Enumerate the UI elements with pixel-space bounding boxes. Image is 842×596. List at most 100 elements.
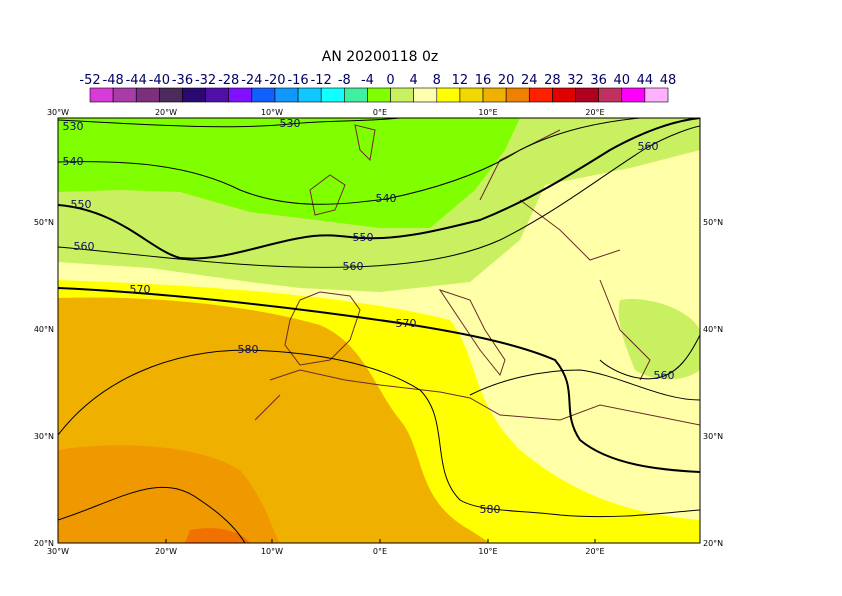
field-red-orange bbox=[185, 528, 250, 543]
colorbar: -52 -48 -44 -40 -36 -32 -28 -24 -20 -16 -12 -8 -4 0 4 8… bbox=[79, 73, 677, 103]
contour-label: 550 bbox=[71, 198, 92, 211]
lat-label-right: 50°N bbox=[703, 218, 723, 227]
colorbar-label: 4 bbox=[410, 73, 418, 88]
colorbar-swatch bbox=[621, 87, 646, 103]
colorbar-label: -24 bbox=[241, 73, 262, 88]
colorbar-swatch bbox=[112, 87, 137, 103]
colorbar-label: 20 bbox=[498, 73, 515, 88]
contour-530 bbox=[58, 118, 401, 128]
contour-label: 560 bbox=[74, 240, 95, 253]
colorbar-label: 28 bbox=[544, 73, 561, 88]
colorbar-swatch bbox=[297, 87, 322, 103]
lon-label-bottom: 10°W bbox=[261, 547, 283, 556]
colorbar-label: 12 bbox=[452, 73, 469, 88]
contour-labels: 530 530 540 540 550 550 560 560 560 560 570 570 580 5… bbox=[63, 117, 675, 516]
colorbar-label: -52 bbox=[79, 73, 100, 88]
lat-label-left: 30°N bbox=[34, 432, 54, 441]
colorbar-label: -28 bbox=[218, 73, 239, 88]
lon-label-top: 0°E bbox=[373, 108, 387, 117]
colorbar-label: -16 bbox=[287, 73, 308, 88]
contour-label: 560 bbox=[638, 140, 659, 153]
lon-label-bottom: 20°W bbox=[155, 547, 177, 556]
lon-label-bottom: 0°E bbox=[373, 547, 387, 556]
colorbar-label: 16 bbox=[475, 73, 492, 88]
colorbar-swatch bbox=[575, 87, 599, 103]
contour-label: 550 bbox=[353, 231, 374, 244]
lon-label-bottom: 10°E bbox=[478, 547, 497, 556]
colorbar-label: -44 bbox=[126, 73, 147, 88]
colorbar-swatch bbox=[528, 87, 553, 103]
colorbar-swatch bbox=[228, 87, 253, 103]
lat-label-right: 30°N bbox=[703, 432, 723, 441]
colorbar-label: -4 bbox=[361, 73, 374, 88]
contour-label: 570 bbox=[130, 283, 151, 296]
colorbar-label: 24 bbox=[521, 73, 538, 88]
colorbar-swatch bbox=[320, 87, 345, 103]
colorbar-swatch bbox=[182, 87, 206, 103]
map-frame bbox=[57, 117, 701, 544]
contour-540 bbox=[58, 118, 641, 205]
lon-label-top: 10°W bbox=[261, 108, 283, 117]
contour-574 bbox=[469, 369, 700, 401]
contour-580 bbox=[58, 349, 700, 518]
colorbar-label: -8 bbox=[338, 73, 351, 88]
lat-label-left: 40°N bbox=[34, 325, 54, 334]
lon-label-top: 20°E bbox=[585, 108, 604, 117]
colorbar-swatch bbox=[367, 87, 391, 103]
colorbar-label: 40 bbox=[613, 73, 630, 88]
colorbar-swatch bbox=[390, 87, 414, 103]
contour-560-east bbox=[599, 334, 700, 380]
contour-label: 540 bbox=[63, 155, 84, 168]
colorbar-swatch bbox=[413, 87, 438, 103]
field-light-green-east bbox=[618, 299, 700, 380]
colorbar-swatch bbox=[598, 87, 623, 103]
colorbar-swatch bbox=[251, 87, 276, 103]
contour-570 bbox=[58, 287, 700, 473]
colorbar-label: -20 bbox=[264, 73, 285, 88]
colorbar-label: -40 bbox=[149, 73, 170, 88]
colorbar-label: 0 bbox=[386, 73, 394, 88]
colorbar-swatch bbox=[482, 87, 507, 103]
colorbar-label: -12 bbox=[311, 73, 332, 88]
title: AN 20200118 0z bbox=[322, 49, 438, 65]
contour-label: 530 bbox=[63, 120, 84, 133]
contour-label: 580 bbox=[238, 343, 259, 356]
map-area: 530 530 540 540 550 550 560 560 560 560 570 570 580 5… bbox=[58, 117, 700, 543]
colorbar-swatch bbox=[436, 87, 461, 103]
lon-label-bottom: 30°W bbox=[47, 547, 69, 556]
colorbar-swatch bbox=[505, 87, 530, 103]
axes: 30°W 30°W 20°W 20°W 10°W 10°W 0°E 0°E 10°E 10°E 20… bbox=[34, 108, 723, 556]
colorbar-label: -36 bbox=[172, 73, 193, 88]
colorbar-swatch bbox=[135, 87, 160, 103]
field-green bbox=[58, 118, 520, 228]
colorbar-label: 48 bbox=[660, 73, 677, 88]
contour-550 bbox=[58, 118, 700, 260]
colorbar-swatch bbox=[459, 87, 484, 103]
colorbar-label: 44 bbox=[637, 73, 654, 88]
lat-label-left: 20°N bbox=[34, 539, 54, 548]
contour-label: 540 bbox=[376, 192, 397, 205]
colorbar-swatch bbox=[89, 87, 114, 103]
colorbar-swatch bbox=[205, 87, 230, 103]
colorbar-label: 8 bbox=[433, 73, 441, 88]
lat-label-right: 40°N bbox=[703, 325, 723, 334]
colorbar-label: -32 bbox=[195, 73, 216, 88]
lon-label-bottom: 20°E bbox=[585, 547, 604, 556]
colorbar-label: -48 bbox=[103, 73, 124, 88]
colorbar-swatch bbox=[274, 87, 299, 103]
lon-label-top: 20°W bbox=[155, 108, 177, 117]
lat-label-left: 50°N bbox=[34, 218, 54, 227]
colorbar-swatch bbox=[159, 87, 183, 103]
contour-label: 570 bbox=[396, 317, 417, 330]
colorbar-swatch bbox=[552, 87, 576, 103]
contour-label: 530 bbox=[280, 117, 301, 130]
contour-label: 560 bbox=[343, 260, 364, 273]
colorbar-label: 32 bbox=[567, 73, 584, 88]
lon-label-top: 10°E bbox=[478, 108, 497, 117]
colorbar-swatch bbox=[644, 87, 669, 103]
contour-590 bbox=[58, 486, 246, 543]
contour-label: 560 bbox=[654, 369, 675, 382]
colorbar-label: 36 bbox=[590, 73, 607, 88]
colorbar-swatch bbox=[344, 87, 368, 103]
